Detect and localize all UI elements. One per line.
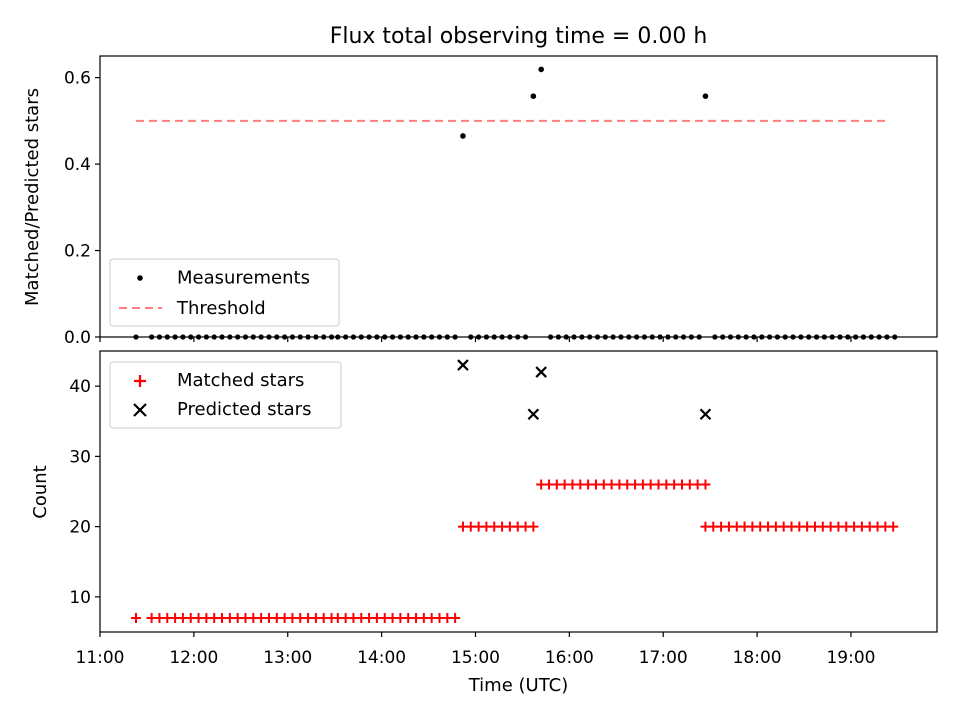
matched-star-point [700, 479, 711, 490]
legend-threshold-label: Threshold [176, 298, 266, 319]
bottom-x-tick-label: 19:00 [826, 648, 875, 668]
top-y-tick-label: 0.4 [64, 155, 91, 175]
bottom-axes-frame [99, 350, 938, 633]
top-legend: Measurements Threshold [109, 258, 340, 327]
measurement-point [702, 93, 709, 100]
matched-star-point [888, 521, 899, 532]
measurement-point [530, 93, 537, 100]
legend-matched-marker [134, 375, 146, 387]
x-axis-label: Time (UTC) [468, 675, 569, 696]
predicted-star-point [457, 359, 469, 371]
bottom-x-tick-label: 17:00 [639, 648, 688, 668]
matched-star-point [130, 612, 141, 623]
top-panel: 0.0 0.2 0.4 0.6 Matched/Predicted stars Mea… [22, 55, 938, 348]
predicted-star-point [527, 408, 540, 421]
bottom-x-tick-label: 13:00 [263, 648, 312, 668]
top-legend-frame [109, 258, 340, 327]
top-y-axis-label: Matched/Predicted stars [22, 88, 43, 306]
bottom-x-axis: 11:00 12:00 13:00 14:00 15:00 16:00 17:00 18:00… [76, 632, 875, 668]
top-plot-area [133, 66, 898, 340]
bottom-x-tick-label: 15:00 [451, 648, 500, 668]
bottom-plot-area [130, 359, 899, 623]
top-x-axis [99, 337, 852, 342]
measurement-point [460, 133, 466, 139]
bottom-y-tick-label: 40 [69, 377, 91, 397]
bottom-y-tick-label: 30 [69, 447, 91, 467]
chart-title: Flux total observing time = 0.00 h [330, 24, 708, 49]
bottom-x-tick-label: 12:00 [169, 648, 218, 668]
measurement-point [538, 66, 544, 73]
bottom-x-tick-label: 14:00 [357, 648, 406, 668]
matched-star-point [450, 612, 461, 623]
matched-star-point [528, 521, 539, 532]
bottom-legend-frame [109, 361, 342, 429]
bottom-legend: Matched stars Predicted stars [109, 361, 342, 429]
bottom-y-axis-label: Count [30, 465, 51, 518]
bottom-x-tick-label: 11:00 [76, 648, 125, 668]
top-y-axis: 0.0 0.2 0.4 0.6 [64, 69, 100, 348]
bottom-x-tick-label: 18:00 [733, 648, 782, 668]
legend-measurements-marker [137, 275, 143, 281]
top-y-tick-label: 0.0 [64, 328, 91, 348]
predicted-star-point [535, 366, 547, 378]
predicted-star-point [699, 408, 712, 421]
legend-predicted-label: Predicted stars [177, 399, 311, 420]
legend-predicted-marker [133, 403, 147, 417]
bottom-y-axis: 10 20 30 40 [69, 377, 100, 608]
top-y-tick-label: 0.2 [64, 242, 91, 262]
legend-measurements-label: Measurements [177, 268, 310, 289]
top-axes-frame [99, 55, 938, 338]
bottom-y-tick-label: 10 [69, 588, 91, 608]
bottom-x-tick-label: 16:00 [545, 648, 594, 668]
bottom-y-tick-label: 20 [69, 518, 91, 538]
top-y-tick-label: 0.6 [64, 69, 91, 89]
legend-matched-label: Matched stars [177, 370, 304, 391]
